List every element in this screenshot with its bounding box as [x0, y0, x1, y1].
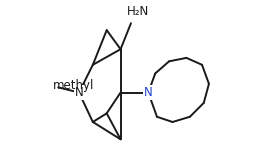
Text: H₂N: H₂N	[126, 5, 148, 18]
Text: N: N	[74, 86, 83, 99]
Text: methyl: methyl	[53, 79, 94, 92]
Text: N: N	[143, 86, 152, 99]
